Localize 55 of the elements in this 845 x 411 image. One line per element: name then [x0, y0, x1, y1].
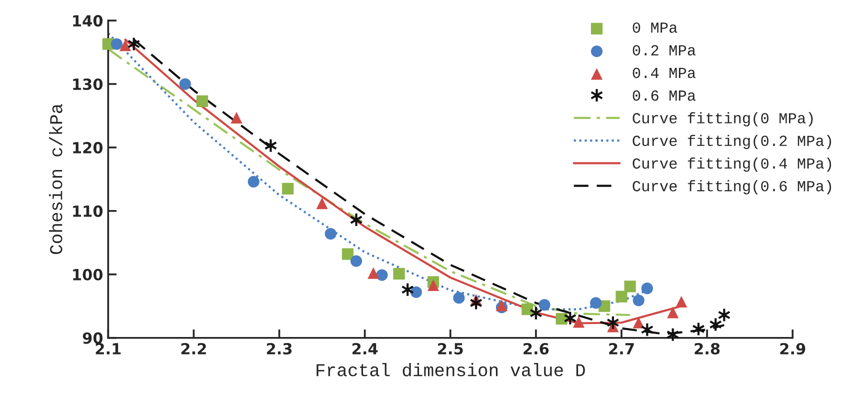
x-tick-label: 2.5 — [438, 342, 463, 355]
point — [248, 176, 260, 188]
point — [676, 296, 688, 308]
legend-label: 0.4 MPa — [632, 68, 696, 78]
legend-label: Curve fitting(0.6 MPa) — [632, 180, 832, 194]
x-axis-title: Fractal dimension value D — [316, 363, 585, 376]
point — [616, 290, 628, 302]
y-tick-label: 120 — [73, 142, 103, 154]
x-tick-label: 2.2 — [181, 342, 206, 354]
point — [632, 294, 644, 306]
point — [179, 78, 191, 90]
x-tick-label: 2.4 — [352, 342, 378, 354]
point — [230, 112, 242, 124]
x-tick-label: 2.7 — [609, 342, 634, 354]
point — [350, 212, 363, 228]
point — [538, 299, 550, 311]
y-tick-label: 130 — [73, 78, 103, 90]
legend-label: 0.2 MPa — [632, 45, 696, 56]
point — [393, 268, 405, 280]
y-tick-label: 90 — [82, 332, 103, 344]
legend-label: Curve fitting(0.4 MPa) — [632, 157, 832, 172]
point — [324, 228, 336, 240]
point — [641, 282, 653, 294]
point — [624, 280, 636, 292]
x-tick-label: 2.1 — [96, 342, 121, 354]
y-tick-label: 140 — [73, 15, 103, 27]
point — [350, 255, 362, 267]
point — [590, 297, 602, 309]
point — [196, 95, 208, 107]
x-tick-label: 2.9 — [780, 342, 806, 355]
legend-label: Curve fitting(0.2 MPa) — [632, 134, 832, 150]
point — [316, 198, 328, 210]
y-axis-title: Cohesion c/kPa — [49, 104, 62, 254]
point — [264, 138, 278, 153]
point — [119, 39, 132, 52]
point — [572, 316, 585, 328]
point — [110, 38, 123, 50]
point — [368, 267, 380, 279]
point — [667, 306, 679, 318]
point — [632, 316, 644, 328]
point — [427, 279, 440, 291]
legend-label: Curve fitting(0 MPa) — [632, 112, 813, 126]
point — [376, 269, 388, 281]
x-tick-label: 2.3 — [266, 342, 292, 355]
point — [522, 303, 534, 316]
legend-label: 0 MPa — [632, 22, 678, 33]
point — [342, 248, 354, 260]
legend-label: 0.6 MPa — [632, 90, 696, 101]
x-tick-label: 2.6 — [524, 342, 549, 355]
point — [453, 292, 465, 304]
y-tick-label: 110 — [73, 205, 103, 217]
y-tick-label: 100 — [73, 268, 103, 280]
point — [282, 182, 294, 195]
x-tick-label: 2.8 — [694, 342, 720, 355]
point — [410, 286, 422, 298]
